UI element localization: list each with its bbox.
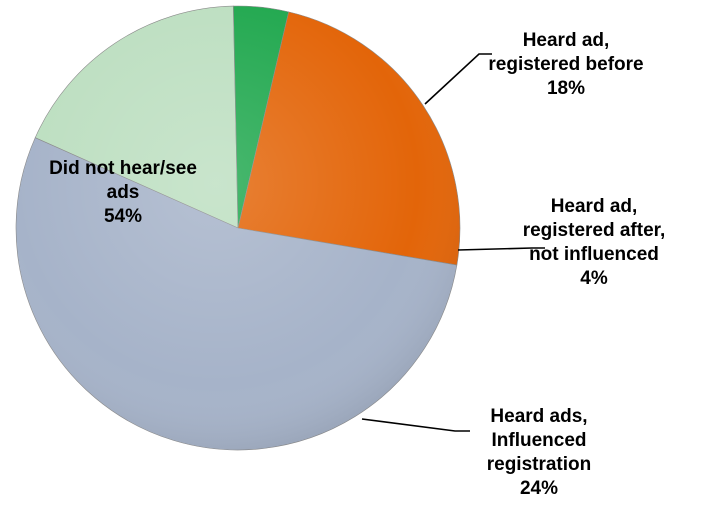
slice-label-1-line-2: registered before — [488, 54, 643, 75]
slice-label-2-line-1: Heard ad, — [551, 196, 638, 217]
slice-label-2: Heard ad, registered after, not influenced… — [523, 196, 666, 289]
leader-line-1 — [424, 53, 492, 105]
slice-label-1-line-1: Heard ad, — [523, 30, 610, 51]
slice-label-4: Did not hear/see ads 54% — [49, 158, 197, 227]
slice-label-3: Heard ads, Influenced registration 24% — [487, 406, 592, 499]
slice-label-2-line-2: registered after, — [523, 220, 666, 241]
slice-label-4-line-2: ads — [107, 182, 140, 203]
slice-label-3-line-4: 24% — [520, 478, 558, 499]
slice-label-4-line-3: 54% — [104, 206, 142, 227]
slice-label-3-line-1: Heard ads, — [490, 406, 587, 427]
slice-label-1: Heard ad, registered before 18% — [488, 30, 643, 99]
slice-label-3-line-2: Influenced — [491, 430, 586, 451]
leader-line-2 — [457, 247, 545, 251]
slice-label-3-line-3: registration — [487, 454, 592, 475]
slice-label-2-line-4: 4% — [580, 268, 608, 289]
slice-labels: Heard ad, registered before 18% Heard ad, re… — [49, 30, 665, 499]
pie-slices — [15, 5, 461, 451]
leader-lines — [361, 53, 545, 432]
slice-label-4-line-1: Did not hear/see — [49, 158, 197, 179]
leader-line-3 — [361, 418, 470, 432]
slice-label-2-line-3: not influenced — [529, 244, 659, 265]
slice-label-1-line-3: 18% — [547, 78, 585, 99]
